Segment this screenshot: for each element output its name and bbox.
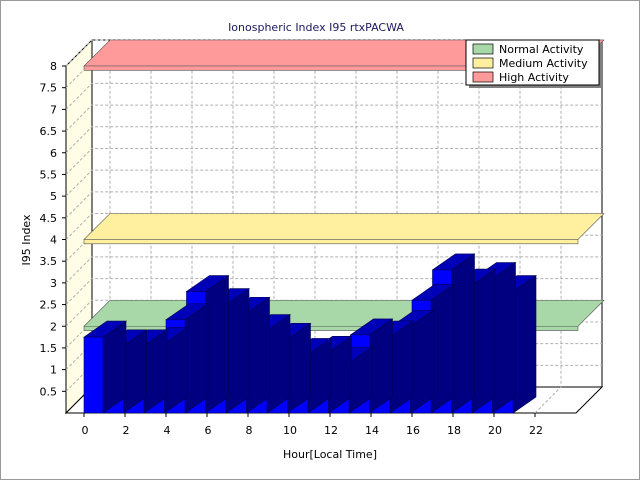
bar-side xyxy=(369,318,393,414)
bar-side xyxy=(205,274,229,414)
bar-side xyxy=(225,287,250,414)
x-tick-label: 2 xyxy=(123,424,130,437)
y-tick-label: 4.5 xyxy=(40,212,58,225)
y-tick-label: 2.5 xyxy=(40,299,58,312)
v-grid-line xyxy=(534,40,562,414)
x-axis-label: Hour[Local Time] xyxy=(283,448,377,461)
y-tick-label: 6.5 xyxy=(40,125,58,138)
bar-side xyxy=(430,283,455,414)
h-grid-line xyxy=(65,191,602,219)
legend-swatch xyxy=(472,57,494,69)
y-tick-label: 7.5 xyxy=(40,82,58,95)
h-grid-line xyxy=(65,278,602,305)
y-tick-label: 4 xyxy=(50,234,57,247)
legend-label: Normal Activity xyxy=(499,43,584,56)
bar-series xyxy=(83,253,537,414)
band-medium-activity xyxy=(83,213,605,240)
h-grid-line xyxy=(65,147,602,175)
x-tick-label: 14 xyxy=(365,424,379,437)
y-axis-label: I95 Index xyxy=(20,214,33,266)
chart-title: Ionospheric Index I95 rtxPACWA xyxy=(228,21,404,34)
y-tick-label: 1 xyxy=(50,364,57,377)
bar xyxy=(83,320,127,414)
h-grid-line xyxy=(65,256,602,284)
x-tick-label: 8 xyxy=(246,424,253,437)
bar-side xyxy=(266,314,291,414)
y-tick-label: 2 xyxy=(50,320,57,333)
y-ticks: 0.5 1 1.5 2 2.5 3 3.5 4 4.5 5 5.5 6 6.5 7 7.5 8 xyxy=(40,60,66,398)
y-tick-label: 0.5 xyxy=(40,385,58,398)
x-tick-label: 16 xyxy=(406,424,420,437)
x-tick-label: 20 xyxy=(488,424,502,437)
bar-side xyxy=(410,309,434,414)
bar-side xyxy=(184,303,209,414)
h-grid-line xyxy=(65,104,602,132)
bar-side xyxy=(451,253,475,414)
h-grid-line xyxy=(65,126,602,154)
y-tick-label: 7 xyxy=(50,103,57,116)
legend-swatch xyxy=(472,43,494,55)
bar-side xyxy=(471,268,496,414)
x-tick-label: 18 xyxy=(447,424,461,437)
legend-label: High Activity xyxy=(499,71,569,84)
x-tick-label: 4 xyxy=(164,424,171,437)
x-tick-label: 0 xyxy=(82,424,89,437)
h-grid-line xyxy=(65,169,602,197)
h-grid-line xyxy=(65,82,602,110)
legend-label: Medium Activity xyxy=(499,57,588,70)
x-tick-label: 22 xyxy=(529,424,543,437)
x-tick-label: 12 xyxy=(324,424,338,437)
y-tick-label: 1.5 xyxy=(40,342,58,355)
band-front xyxy=(83,239,579,245)
x-tick-label: 10 xyxy=(283,424,297,437)
y-tick-label: 6 xyxy=(50,147,57,160)
bar-side xyxy=(512,274,537,414)
bar-front xyxy=(83,336,104,414)
y-tick-label: 3 xyxy=(50,277,57,290)
legend-swatch xyxy=(472,71,494,83)
y-tick-label: 8 xyxy=(50,60,57,73)
bar-side xyxy=(246,296,270,414)
y-tick-label: 5 xyxy=(50,190,57,203)
y-tick-label: 3.5 xyxy=(40,255,58,268)
bar-side xyxy=(492,261,516,414)
x-ticks: 0 2 4 6 8 10 12 14 16 18 20 22 xyxy=(82,413,543,437)
x-tick-label: 6 xyxy=(205,424,212,437)
y-tick-label: 5.5 xyxy=(40,168,58,181)
